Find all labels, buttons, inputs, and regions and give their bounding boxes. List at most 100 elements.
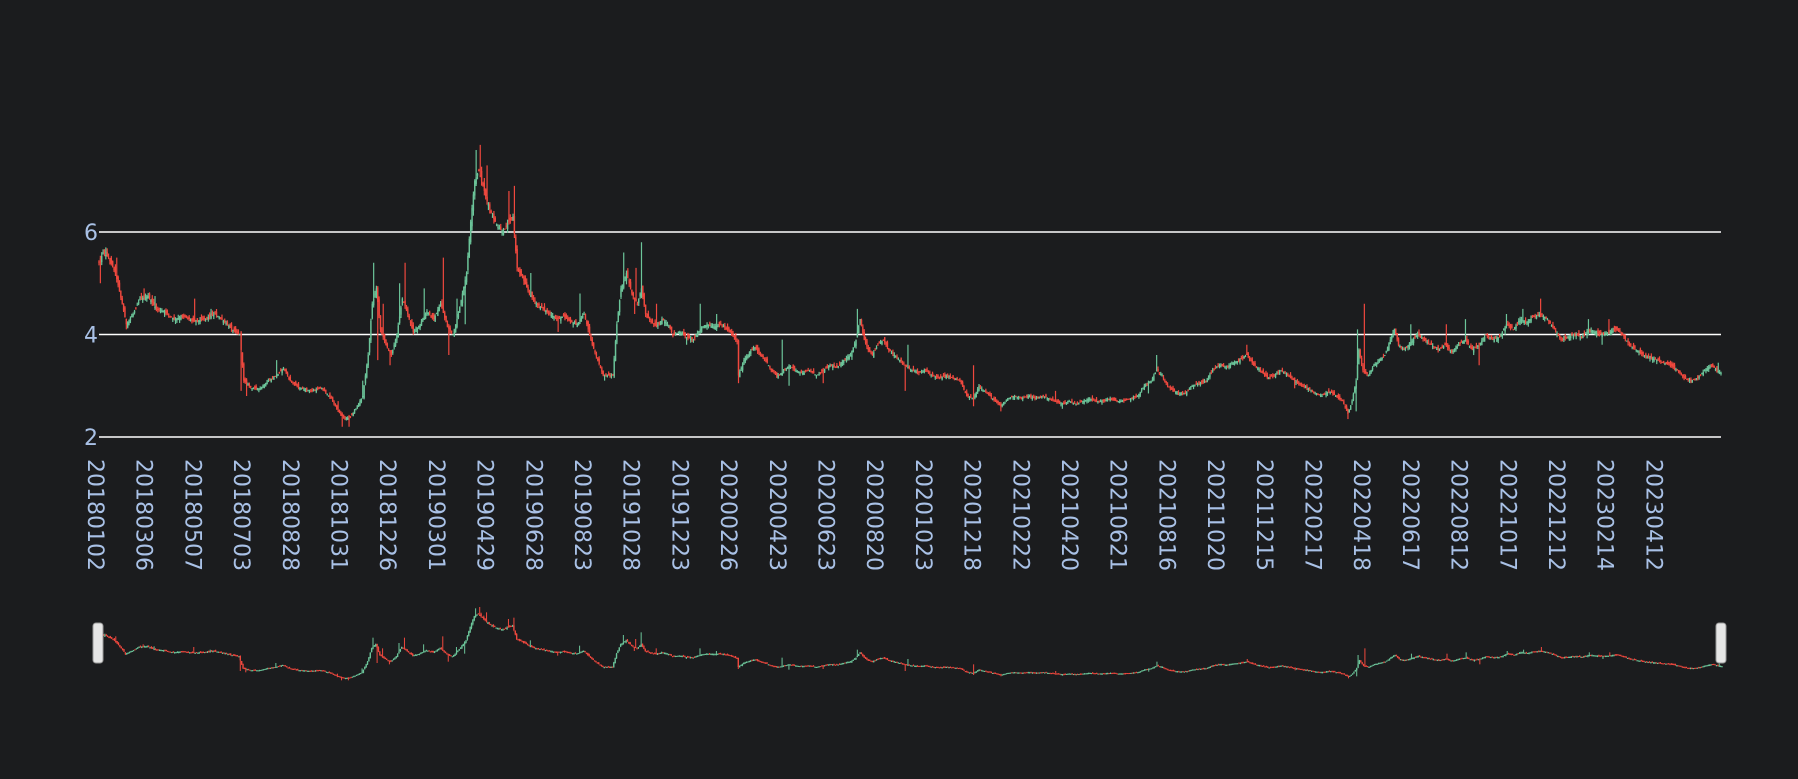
mini-candle — [461, 644, 463, 650]
candle — [121, 295, 123, 305]
mini-candle — [1583, 655, 1585, 658]
range-slider-right-handle[interactable] — [1715, 622, 1727, 664]
mini-candle — [121, 648, 124, 651]
candle — [1694, 378, 1696, 381]
candle — [247, 382, 249, 386]
mini-candle — [873, 660, 875, 663]
mini-candle — [468, 630, 470, 637]
candle — [724, 322, 726, 331]
candle — [1411, 338, 1413, 346]
mini-candle — [959, 667, 961, 669]
candle — [1549, 320, 1551, 324]
candle — [1235, 361, 1237, 364]
candle — [1026, 394, 1028, 399]
candle — [1619, 327, 1621, 333]
candle — [640, 242, 643, 299]
candle — [605, 373, 607, 377]
candle — [1334, 394, 1337, 397]
candle — [1419, 334, 1422, 338]
candle — [739, 369, 741, 378]
mini-candle — [1293, 667, 1295, 669]
candle — [449, 325, 451, 334]
mini-candle — [429, 651, 432, 653]
mini-candle — [1550, 652, 1552, 654]
mini-candle — [986, 671, 988, 673]
mini-candle — [708, 653, 711, 655]
mini-candle — [502, 628, 504, 631]
candle — [699, 303, 701, 334]
candle — [1229, 362, 1232, 369]
candle — [1308, 387, 1311, 391]
mini-candle — [643, 645, 645, 650]
candle — [1123, 398, 1125, 403]
range-slider-left-handle[interactable] — [92, 622, 104, 664]
mini-candle — [1213, 665, 1216, 667]
mini-candle — [994, 672, 997, 674]
candle — [1209, 372, 1211, 380]
candle — [1410, 324, 1412, 346]
candle — [1053, 399, 1055, 402]
candle — [931, 371, 934, 377]
mini-candle — [1079, 673, 1082, 675]
mini-candle — [480, 612, 482, 618]
mini-candle — [1624, 656, 1626, 658]
mini-candle — [600, 664, 603, 667]
mini-candle — [1230, 663, 1232, 666]
mini-candle — [264, 668, 266, 670]
candle — [1295, 379, 1297, 386]
mini-candle — [1377, 662, 1380, 665]
candle — [286, 371, 289, 377]
candle — [911, 369, 913, 373]
candle — [625, 270, 628, 285]
range-slider[interactable] — [92, 607, 1727, 681]
mini-candle — [505, 627, 507, 630]
candle — [207, 314, 210, 322]
candle — [1463, 340, 1465, 344]
mini-candle — [1521, 651, 1523, 654]
candle — [1263, 372, 1266, 377]
mini-candle — [1485, 656, 1488, 658]
candle — [1565, 336, 1568, 339]
mini-candle — [366, 660, 369, 666]
candle — [1415, 333, 1417, 338]
candle — [912, 365, 915, 372]
candle — [631, 289, 633, 296]
candle — [107, 253, 110, 260]
candle — [1172, 385, 1174, 393]
mini-candle — [1022, 672, 1024, 674]
candle — [1423, 336, 1426, 342]
mini-candle — [862, 653, 864, 657]
mini-candle — [1539, 650, 1541, 653]
candle — [1310, 389, 1312, 393]
mini-candle — [488, 621, 490, 625]
candle — [572, 321, 574, 328]
candle — [510, 217, 513, 221]
mini-candle — [1056, 673, 1058, 675]
candle — [459, 306, 461, 313]
candle — [330, 395, 332, 399]
mini-candle — [183, 651, 185, 653]
mini-candle — [509, 625, 511, 628]
candle — [1004, 401, 1006, 405]
candle — [621, 284, 624, 292]
candle — [564, 312, 566, 321]
mini-candle — [558, 651, 560, 653]
mini-candle — [1717, 664, 1719, 667]
candle — [773, 370, 775, 374]
mini-candle — [350, 676, 352, 679]
mini-candle — [636, 647, 638, 650]
mini-candle — [856, 649, 859, 658]
mini-candle — [1594, 655, 1596, 657]
mini-candle — [1490, 656, 1492, 659]
candle — [1643, 354, 1646, 358]
candle — [1336, 394, 1338, 398]
mini-candle — [1258, 664, 1261, 667]
candle — [848, 354, 850, 361]
mini-candle — [268, 667, 270, 670]
candle — [873, 350, 875, 359]
candle — [607, 371, 610, 376]
candle — [159, 307, 162, 314]
mini-candle — [175, 652, 177, 654]
mini-candle — [1644, 661, 1647, 663]
